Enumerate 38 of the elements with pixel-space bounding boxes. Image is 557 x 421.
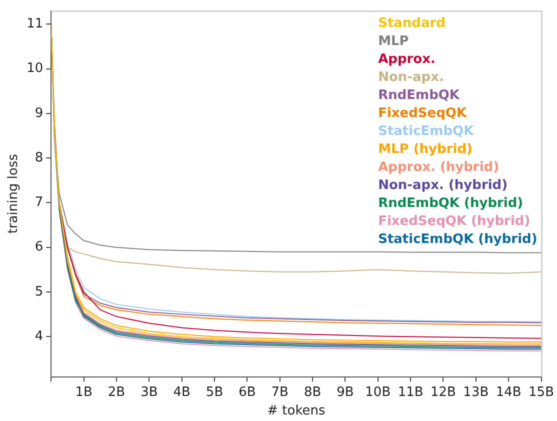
text: StaticEmbQK (hybrid): [378, 230, 538, 249]
x-axis-title: # tokens: [267, 404, 326, 419]
text: RndEmbQK (hybrid): [378, 194, 524, 213]
text: FixedSeqQK: [378, 104, 468, 123]
x-tick-label: 12B: [430, 384, 456, 400]
text: Non-apx. (hybrid): [378, 176, 509, 195]
text: RndEmbQK: [378, 86, 461, 105]
y-tick-label: 9: [34, 106, 44, 121]
x-tick-label: 10B: [365, 384, 391, 400]
x-tick-label: 9B: [336, 384, 354, 400]
x-tick-label: 8B: [304, 384, 322, 400]
text: MLP (hybrid): [378, 140, 474, 159]
y-tick-label: 7: [34, 195, 44, 210]
text: Approx.: [378, 50, 436, 69]
text: MLP: [378, 32, 410, 51]
x-tick-label: 6B: [238, 384, 256, 400]
y-tick-label: 4: [34, 329, 44, 344]
text: FixedSeqQK (hybrid): [378, 212, 532, 231]
x-tick-label: 2B: [108, 384, 126, 400]
text: StaticEmbQK: [378, 122, 475, 141]
x-tick-label: 11B: [398, 384, 424, 400]
x-tick-label: 3B: [140, 384, 158, 400]
x-tick-label: 13B: [463, 384, 489, 400]
text: Non-apx.: [378, 68, 445, 87]
x-tick-label: 14B: [496, 384, 522, 400]
x-tick-label: 5B: [206, 384, 224, 400]
x-tick-label: 4B: [173, 384, 190, 400]
y-tick-label: 11: [26, 16, 44, 32]
y-tick-label: 10: [26, 61, 44, 76]
y-tick-label: 6: [34, 240, 44, 255]
x-tick-label: 15B: [528, 384, 554, 400]
y-axis-title: training loss: [6, 154, 22, 234]
y-tick-label: 8: [34, 150, 44, 166]
text: Approx. (hybrid): [378, 158, 500, 177]
x-tick-label: 7B: [271, 384, 288, 400]
text: Standard: [378, 14, 446, 33]
y-tick-label: 5: [34, 284, 44, 300]
x-tick-label: 1B: [75, 384, 92, 400]
